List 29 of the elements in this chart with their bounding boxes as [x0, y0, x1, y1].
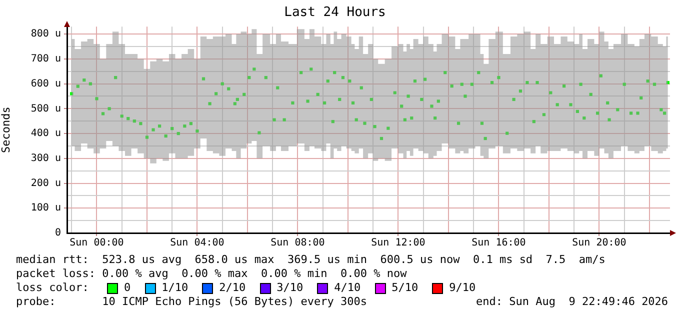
x-tick-label: Sun 16:00	[472, 238, 526, 249]
text: end: Sun Aug 9 22:49:46 2026	[476, 295, 668, 309]
x-tick-label: Sun 08:00	[270, 238, 325, 249]
x-tick-label: Sun 00:00	[70, 238, 124, 249]
y-tick-label: 200 u	[30, 178, 61, 189]
chart-title: Last 24 Hours	[284, 5, 386, 20]
text: 3/10	[276, 281, 304, 295]
y-tick-label: 800 u	[30, 28, 61, 40]
y-axis-title: Seconds	[0, 106, 12, 153]
text: loss color:	[16, 281, 90, 295]
text: packet loss: 0.00 % avg 0.00 % max 0.00 % min 0.00 % now	[16, 267, 408, 281]
x-tick-label: Sun 20:00	[572, 238, 626, 249]
y-tick-label: 100 u	[30, 202, 61, 214]
y-tick-label: 500 u	[30, 103, 61, 114]
y-tick-label: 300 u	[30, 152, 61, 164]
text: 4/10	[334, 281, 361, 295]
y-tick-label: 600 u	[30, 78, 61, 90]
text: 0	[124, 281, 131, 295]
x-tick-label: Sun 04:00	[170, 238, 224, 249]
text: 5/10	[392, 281, 418, 295]
y-tick-label: 0	[54, 228, 61, 239]
text: 9/10	[449, 281, 476, 295]
text: median rtt: 523.8 us avg 658.0 us max 369.5 us min 600.5 us now 0.1 ms sd 7.5 am/s	[16, 253, 606, 267]
x-tick-label: Sun 12:00	[371, 238, 426, 249]
text: probe: 10 ICMP Echo Pings (56 Bytes) every 300s	[16, 295, 368, 309]
y-tick-label: 700 u	[30, 54, 61, 65]
text: 2/10	[219, 281, 246, 295]
y-tick-label: 400 u	[30, 128, 61, 140]
text: 1/10	[162, 281, 188, 295]
